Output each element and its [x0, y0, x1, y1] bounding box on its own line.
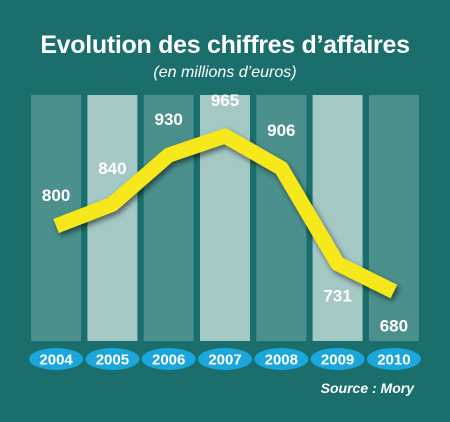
chart-value-label-2008: 906 [267, 121, 295, 140]
chart-value-labels: 800 840 930 965 906 731 680 [42, 91, 408, 336]
chart-tick-label-2004: 2004 [39, 352, 73, 369]
chart-band-2010 [368, 95, 419, 341]
chart-year-pill-2007 [198, 348, 252, 370]
chart-tick-label-2007: 2007 [208, 352, 241, 369]
chart-year-pill-2006 [141, 348, 196, 370]
chart-value-label-2009: 731 [323, 287, 351, 306]
chart-year-pill-2005 [85, 348, 140, 370]
chart-series-line [53, 128, 398, 299]
chart-value-label-2006: 930 [155, 110, 183, 129]
chart-value-label-2007: 965 [211, 91, 239, 110]
chart-value-label-2005: 840 [98, 159, 126, 178]
chart-tick-label-2009: 2009 [321, 352, 354, 369]
chart-tick-label-2005: 2005 [96, 352, 129, 369]
chart-source: Source : Mory [320, 380, 414, 396]
chart-value-label-2010: 680 [380, 317, 408, 336]
chart-band-2006 [143, 95, 194, 341]
chart-band-2009 [312, 95, 363, 341]
chart-year-pills: 2004 2005 2006 2007 2008 2009 2010 [29, 348, 421, 370]
chart-year-pill-2010 [366, 348, 421, 370]
chart-year-pill-2004 [29, 348, 84, 370]
chart-band-2008 [256, 95, 307, 341]
chart-tick-label-2008: 2008 [265, 352, 298, 369]
chart-year-pill-2008 [254, 348, 309, 370]
chart-subtitle: (en millions d’euros) [153, 64, 297, 81]
chart-tick-label-2006: 2006 [152, 352, 185, 369]
chart-value-label-2004: 800 [42, 186, 70, 205]
chart-title: Evolution des chiffres d’affaires [40, 31, 410, 59]
chart-tick-label-2010: 2010 [377, 352, 410, 369]
chart-year-pill-2009 [310, 348, 365, 370]
chart-line-layer [53, 128, 398, 299]
